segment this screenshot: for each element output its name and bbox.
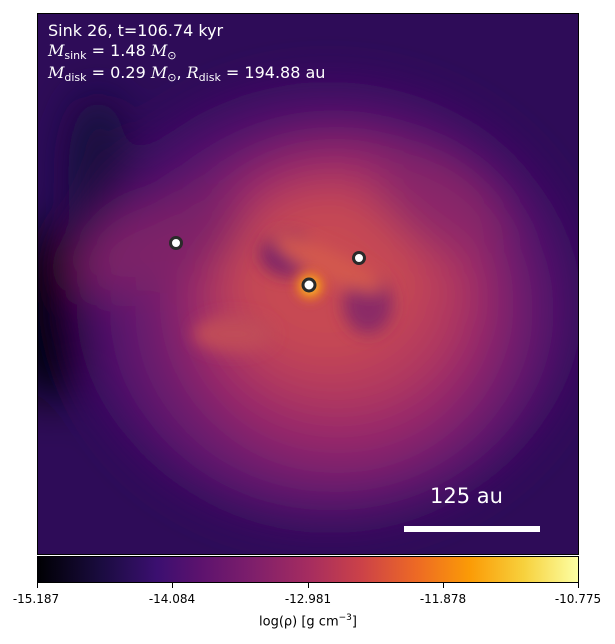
scalebar bbox=[404, 526, 540, 532]
colorbar-tick bbox=[308, 583, 309, 588]
streamer-left bbox=[72, 195, 244, 293]
sink-mass-label: Msink = 1.48 M⊙ bbox=[48, 41, 177, 63]
disk-properties-label: Mdisk = 0.29 M⊙, Rdisk = 194.88 au bbox=[48, 63, 326, 85]
colorbar-tick-label: -15.187 bbox=[12, 592, 60, 606]
scalebar-label: 125 au bbox=[430, 484, 503, 508]
sink-marker-center bbox=[301, 277, 317, 293]
colorbar-tick-label: -10.775 bbox=[554, 592, 602, 606]
sink-marker-right bbox=[352, 251, 366, 265]
colorbar-tick-label: -11.878 bbox=[419, 592, 467, 606]
colorbar-tick-label: -14.084 bbox=[148, 592, 196, 606]
colorbar-label: log(ρ) [g cm−3] bbox=[259, 613, 357, 630]
density-map-panel: Sink 26, t=106.74 kyr Msink = 1.48 M⊙ Md… bbox=[37, 13, 579, 555]
filament-left bbox=[193, 316, 273, 352]
sink-time-label: Sink 26, t=106.74 kyr bbox=[48, 21, 224, 40]
colorbar-tick bbox=[37, 583, 38, 588]
density-map bbox=[38, 14, 578, 554]
colorbar-tick bbox=[578, 583, 579, 588]
sink-marker-left bbox=[169, 236, 183, 250]
colorbar bbox=[37, 556, 579, 583]
colorbar-tick bbox=[443, 583, 444, 588]
arm-upper-right bbox=[374, 154, 502, 254]
colorbar-tick bbox=[172, 583, 173, 588]
spiral-arm bbox=[273, 235, 383, 293]
colorbar-tick-label: -12.981 bbox=[284, 592, 332, 606]
